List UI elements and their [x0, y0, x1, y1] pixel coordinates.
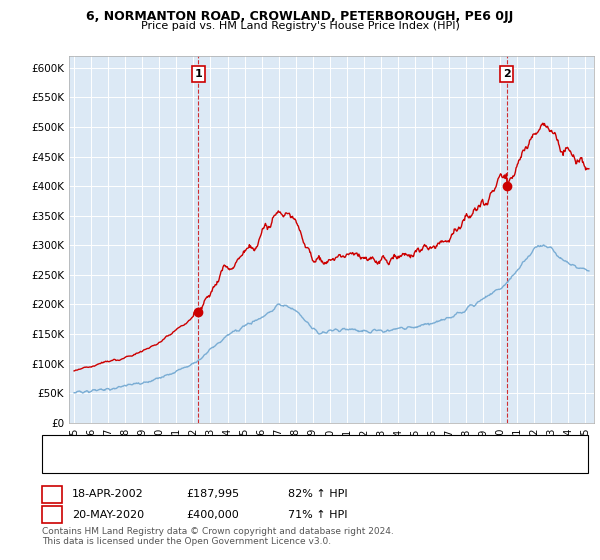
Text: 6, NORMANTON ROAD, CROWLAND, PETERBOROUGH, PE6 0JJ: 6, NORMANTON ROAD, CROWLAND, PETERBOROUG…	[86, 10, 514, 23]
Text: 1: 1	[194, 69, 202, 79]
Text: £400,000: £400,000	[186, 510, 239, 520]
Text: HPI: Average price, detached house, South Holland: HPI: Average price, detached house, Sout…	[77, 458, 326, 468]
Text: Price paid vs. HM Land Registry's House Price Index (HPI): Price paid vs. HM Land Registry's House …	[140, 21, 460, 31]
Text: 1: 1	[49, 489, 56, 500]
Text: 71% ↑ HPI: 71% ↑ HPI	[288, 510, 347, 520]
Text: 20-MAY-2020: 20-MAY-2020	[72, 510, 144, 520]
Text: 82% ↑ HPI: 82% ↑ HPI	[288, 489, 347, 500]
Text: 6, NORMANTON ROAD, CROWLAND, PETERBOROUGH, PE6 0JJ (detached house): 6, NORMANTON ROAD, CROWLAND, PETERBOROUG…	[77, 441, 467, 451]
Text: ——: ——	[49, 456, 74, 469]
Text: 2: 2	[503, 69, 511, 79]
Text: 2: 2	[49, 510, 56, 520]
Text: £187,995: £187,995	[186, 489, 239, 500]
Text: ——: ——	[49, 439, 74, 452]
Text: 18-APR-2002: 18-APR-2002	[72, 489, 144, 500]
Text: Contains HM Land Registry data © Crown copyright and database right 2024.
This d: Contains HM Land Registry data © Crown c…	[42, 526, 394, 546]
